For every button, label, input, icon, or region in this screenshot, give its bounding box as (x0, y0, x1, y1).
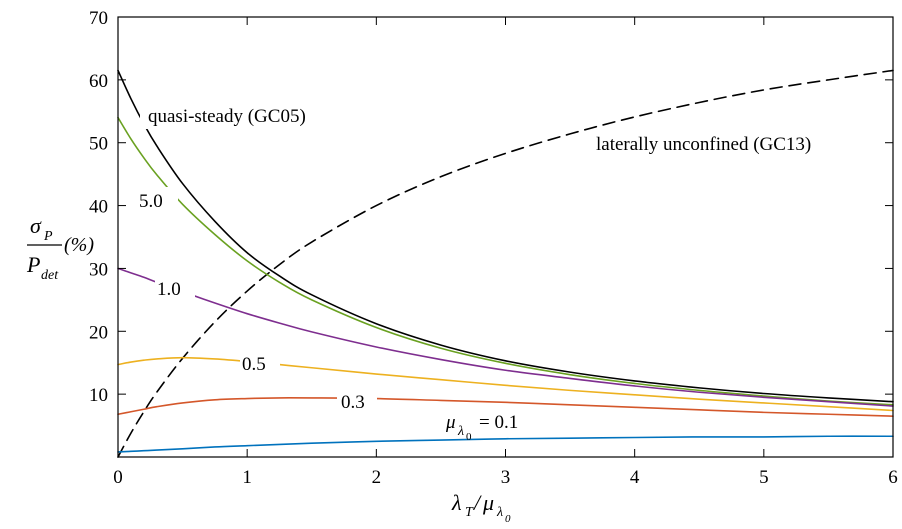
label-laterally-unconfined: laterally unconfined (GC13) (596, 134, 811, 155)
x-tick-label: 3 (501, 467, 511, 488)
y-label-unit: (%) (64, 234, 94, 256)
x-label-main-sub: T (465, 505, 474, 520)
y-tick-label: 70 (89, 8, 108, 29)
x-label-slash: / (472, 490, 482, 515)
x-tick-label: 2 (372, 467, 382, 488)
label-mu-1-0: 1.0 (157, 279, 181, 300)
y-tick-label: 30 (89, 259, 108, 280)
label-mu-0-3: 0.3 (341, 392, 365, 413)
x-tick-label: 1 (242, 467, 252, 488)
x-label-denominator-sub: λ (496, 505, 503, 520)
x-label-denominator-subsub: 0 (505, 513, 511, 525)
x-tick-label: 4 (630, 467, 640, 488)
label-mu-0-1: μ λ 0 = 0.1 (445, 412, 518, 443)
label-mu-0-1-sub: λ (457, 424, 464, 439)
y-tick-label: 50 (89, 134, 108, 155)
x-tick-label: 6 (888, 467, 898, 488)
label-masks (138, 101, 377, 414)
y-tick-label: 10 (89, 385, 108, 406)
y-axis-label: σ P P det (%) (26, 213, 94, 283)
plot-frame (117, 16, 894, 458)
label-mu-0-1-value: = 0.1 (479, 412, 518, 433)
label-quasi-steady: quasi-steady (GC05) (148, 106, 306, 127)
y-label-denominator-sub: det (41, 268, 59, 283)
x-tick-label: 0 (113, 467, 123, 488)
x-axis-label: λ T / μ λ 0 (451, 490, 511, 525)
label-mu-0-1-symbol: μ (445, 412, 456, 433)
x-label-main: λ (451, 490, 462, 515)
label-mu-0-5: 0.5 (242, 354, 266, 375)
y-label-numerator: σ (30, 213, 42, 238)
series-line-mu-0-1 (117, 435, 894, 453)
y-label-denominator: P (26, 252, 40, 277)
label-mu-0-1-subsub: 0 (466, 431, 472, 443)
series-line-mu-5-0 (117, 116, 894, 406)
label-mu-5-0: 5.0 (139, 191, 163, 212)
y-label-numerator-sub: P (43, 229, 53, 244)
y-tick-label: 40 (89, 197, 108, 218)
series-line-quasi-steady (117, 69, 894, 403)
y-tick-label: 20 (89, 322, 108, 343)
series-line-mu-0-5 (117, 356, 894, 412)
x-label-denominator: μ (482, 490, 494, 515)
y-tick-label: 60 (89, 71, 108, 92)
x-tick-label: 5 (759, 467, 769, 488)
series-line-laterally-unconfined (117, 69, 894, 458)
